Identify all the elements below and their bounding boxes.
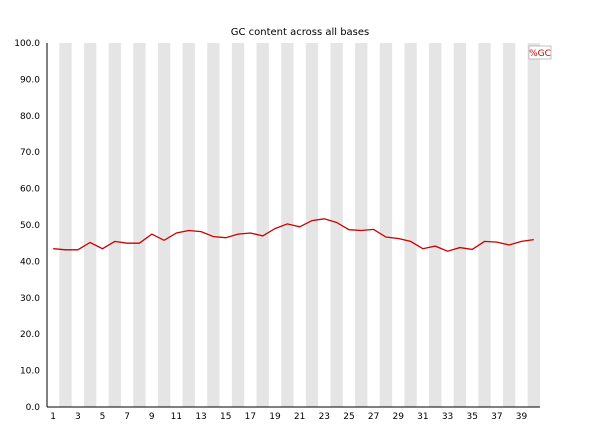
x-tick-label: 27 [368, 412, 379, 422]
y-tick-label: 100.0 [14, 39, 40, 49]
y-tick-label: 0.0 [26, 403, 41, 413]
band [355, 43, 368, 407]
y-tick-label: 40.0 [20, 257, 40, 267]
band [478, 43, 491, 407]
x-tick-label: 21 [294, 412, 305, 422]
band [157, 43, 171, 407]
band [305, 43, 319, 407]
y-axis-ticks: 0.0 10.0 20.0 30.0 40.0 50.0 60.0 70.0 80.0 90.0 1… [14, 39, 40, 413]
x-tick-label: 13 [195, 412, 206, 422]
legend-box [528, 45, 552, 60]
x-tick-label: 29 [393, 412, 405, 422]
x-tick-label: 3 [75, 412, 81, 422]
y-tick-label: 30.0 [20, 294, 40, 304]
band [429, 43, 442, 407]
y-tick-label: 90.0 [20, 75, 40, 85]
band [503, 43, 516, 407]
y-tick-label: 20.0 [20, 330, 40, 340]
x-tick-label: 7 [124, 412, 130, 422]
x-tick-label: 23 [319, 412, 330, 422]
band [330, 43, 343, 407]
band [182, 43, 195, 407]
x-axis-ticks: 1 3 5 7 9 11 13 15 17 19 21 23 25 27 29 31 33 35 37 39 [50, 412, 527, 422]
y-tick-label: 60.0 [20, 185, 40, 195]
band [108, 43, 121, 407]
band [59, 43, 72, 407]
x-tick-label: 1 [50, 412, 56, 422]
chart-title: GC content across all bases [231, 27, 370, 38]
x-tick-label: 5 [100, 412, 106, 422]
x-tick-label: 31 [417, 412, 428, 422]
y-tick-label: 10.0 [20, 367, 40, 377]
x-tick-label: 15 [220, 412, 231, 422]
y-tick-label: 70.0 [20, 148, 40, 158]
axes [46, 43, 540, 408]
band [83, 43, 97, 407]
x-tick-label: 33 [442, 412, 453, 422]
legend: %GC [528, 45, 552, 60]
x-tick-label: 9 [149, 412, 155, 422]
legend-entry: %GC [529, 49, 551, 59]
series-lines [53, 218, 534, 252]
background-bands [59, 43, 540, 407]
band [133, 43, 146, 407]
band [231, 43, 245, 407]
band [404, 43, 417, 407]
band [281, 43, 294, 407]
y-tick-label: 50.0 [20, 221, 40, 231]
x-tick-label: 17 [245, 412, 256, 422]
x-tick-label: 25 [343, 412, 354, 422]
series-line [53, 218, 534, 252]
y-tick-label: 80.0 [20, 112, 40, 122]
x-tick-label: 37 [491, 412, 502, 422]
x-tick-label: 11 [171, 412, 182, 422]
x-tick-label: 35 [466, 412, 477, 422]
x-tick-label: 19 [269, 412, 281, 422]
band [256, 43, 269, 407]
x-tick-label: 39 [516, 412, 528, 422]
band [379, 43, 393, 407]
band [207, 43, 220, 407]
band [453, 43, 467, 407]
band [527, 43, 540, 407]
